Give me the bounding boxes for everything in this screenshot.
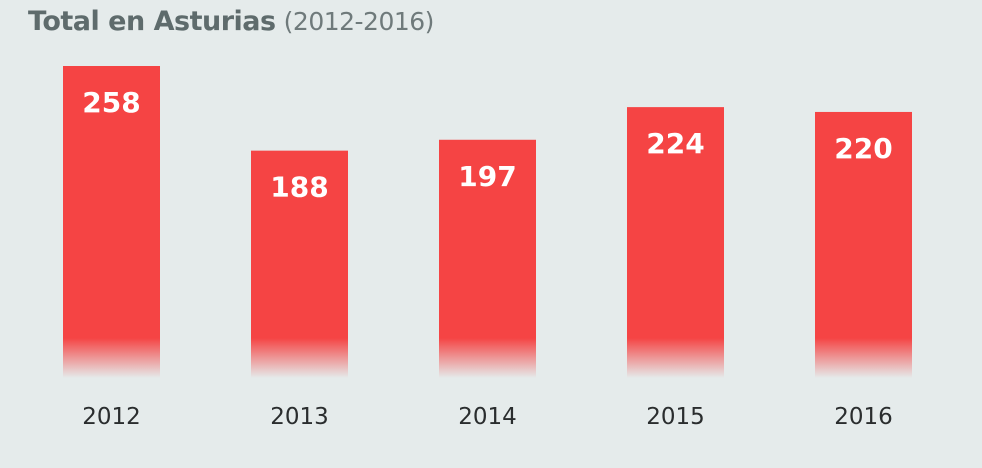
x-tick-label-2012: 2012 xyxy=(82,404,141,430)
x-tick-label-2016: 2016 xyxy=(834,404,893,430)
data-label-2016: 220 xyxy=(834,132,892,165)
bar-2013 xyxy=(251,150,348,338)
chart-title: Total en Asturias (2012-2016) xyxy=(28,6,434,37)
bar-2014 xyxy=(439,139,536,338)
bar-2015 xyxy=(627,107,724,339)
bar-fade-2013 xyxy=(251,338,348,378)
bar-fade-2014 xyxy=(439,338,536,378)
data-label-2012: 258 xyxy=(82,86,140,119)
title-subtitle: (2012-2016) xyxy=(283,7,435,36)
x-tick-label-2015: 2015 xyxy=(646,404,705,430)
bar-2016 xyxy=(815,111,912,338)
x-tick-label-2014: 2014 xyxy=(458,404,517,430)
title-main: Total en Asturias xyxy=(28,6,276,37)
bar-fade-2016 xyxy=(815,338,912,378)
x-tick-label-2013: 2013 xyxy=(270,404,329,430)
bar-fade-2015 xyxy=(627,338,724,378)
bar-fade-2012 xyxy=(63,338,160,378)
bar-2012 xyxy=(63,66,160,338)
data-label-2013: 188 xyxy=(270,171,328,204)
data-label-2015: 224 xyxy=(646,127,704,160)
data-label-2014: 197 xyxy=(458,160,516,193)
